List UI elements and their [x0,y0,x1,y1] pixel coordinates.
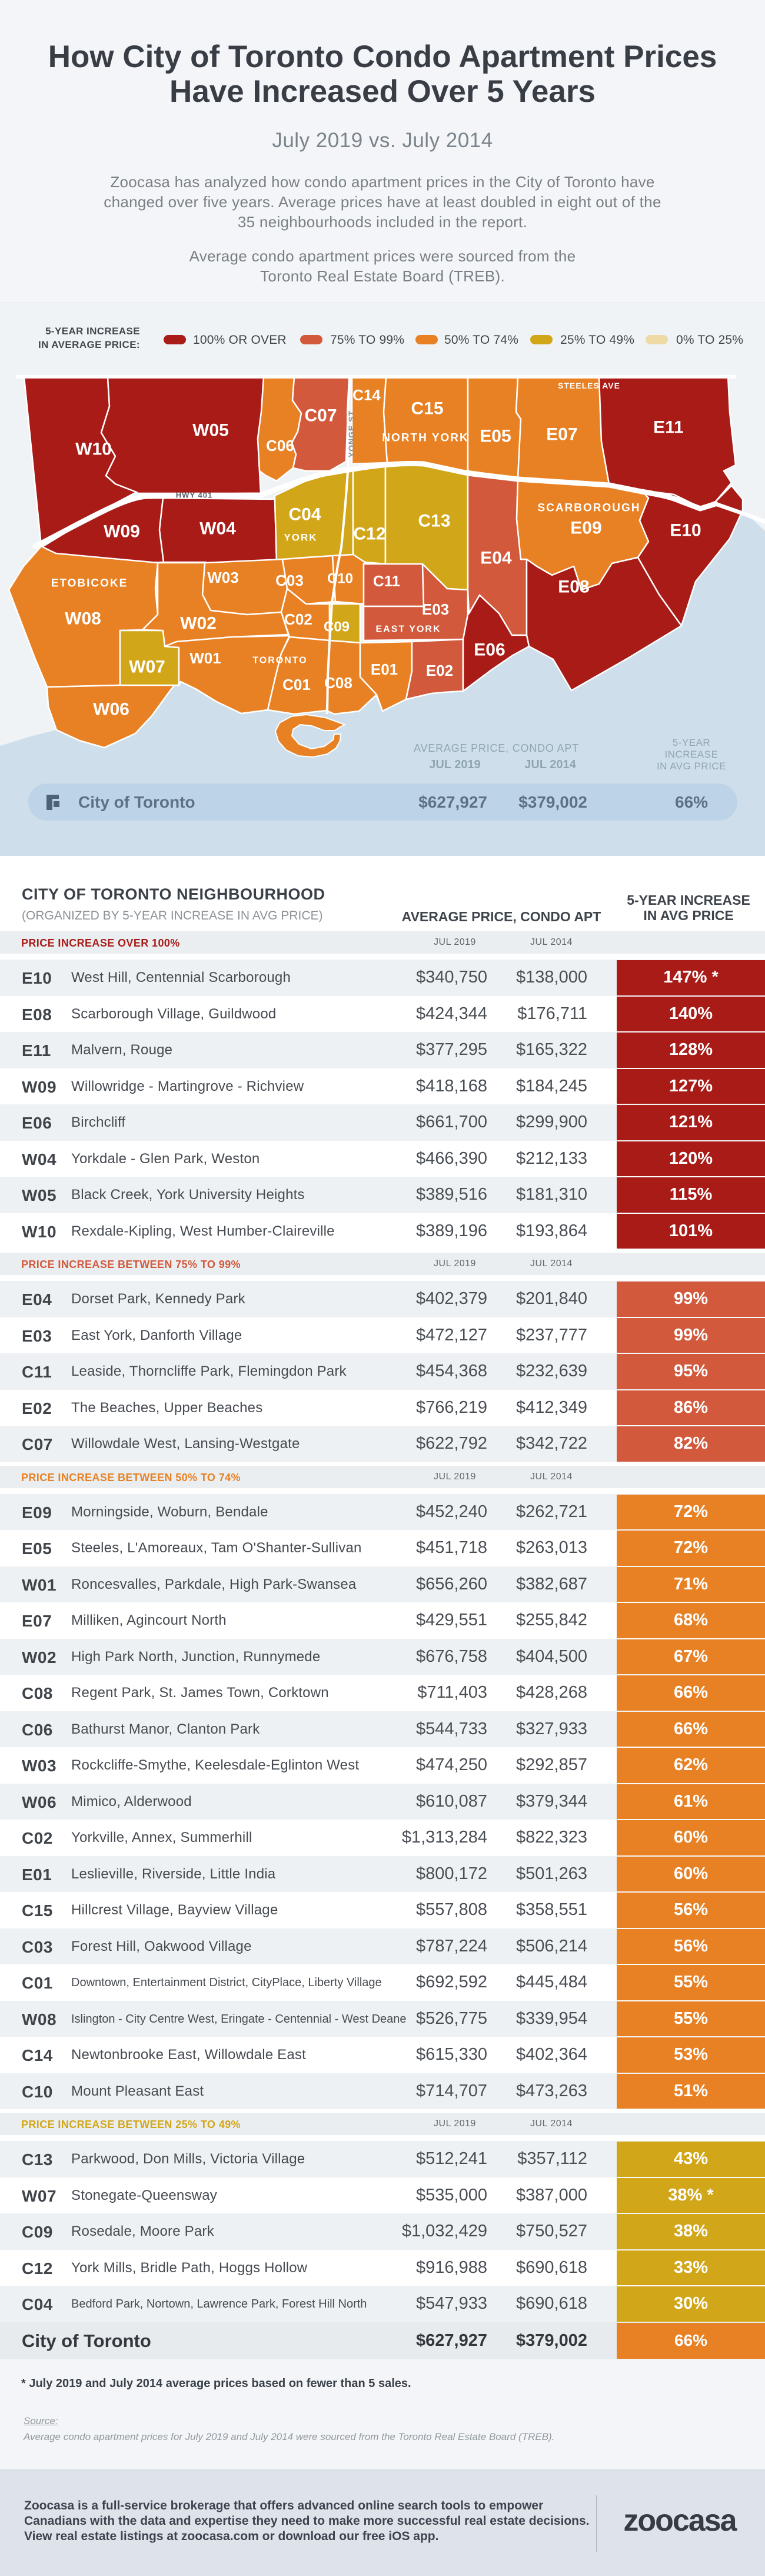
svg-text:W08: W08 [65,609,101,629]
svg-text:W09: W09 [104,522,140,542]
svg-text:C04: C04 [288,505,321,525]
svg-text:C03: C03 [275,572,304,589]
svg-text:E10: E10 [670,521,701,540]
svg-text:C12: C12 [353,525,385,544]
svg-text:E03: E03 [422,600,449,618]
svg-text:E02: E02 [426,662,453,679]
svg-text:C11: C11 [373,572,400,590]
svg-text:C06: C06 [266,437,294,454]
svg-text:C14: C14 [352,386,381,404]
svg-text:ETOBICOKE: ETOBICOKE [51,577,128,590]
svg-text:W10: W10 [75,440,112,459]
svg-text:W06: W06 [93,700,129,719]
svg-text:E04: E04 [480,549,512,568]
svg-text:C13: C13 [418,512,450,531]
svg-text:E05: E05 [480,427,511,446]
svg-text:E01: E01 [371,660,398,678]
svg-text:E07: E07 [546,425,577,444]
svg-text:TORONTO: TORONTO [252,656,307,666]
svg-text:SCARBOROUGH: SCARBOROUGH [537,502,640,514]
svg-text:W04: W04 [199,519,236,539]
svg-text:E08: E08 [558,577,589,597]
svg-text:W01: W01 [189,649,221,667]
svg-text:E11: E11 [653,418,684,437]
svg-text:HWY 401: HWY 401 [176,491,212,500]
svg-text:W02: W02 [180,614,217,633]
svg-text:C08: C08 [324,674,352,692]
svg-text:E06: E06 [474,640,505,660]
svg-text:W05: W05 [192,421,229,440]
svg-text:C07: C07 [304,406,337,426]
svg-text:C15: C15 [411,399,443,419]
svg-text:STEELES AVE: STEELES AVE [558,381,620,390]
svg-text:C09: C09 [324,619,350,635]
svg-text:YORK: YORK [284,532,317,543]
svg-text:C01: C01 [282,676,311,693]
svg-text:W03: W03 [207,569,238,586]
svg-text:W07: W07 [129,658,165,677]
svg-text:EAST YORK: EAST YORK [375,625,441,635]
svg-text:YONGE ST: YONGE ST [347,410,356,457]
svg-text:NORTH YORK: NORTH YORK [382,432,468,444]
svg-text:E09: E09 [570,519,601,538]
svg-text:C02: C02 [284,610,312,628]
svg-text:C10: C10 [327,571,353,587]
